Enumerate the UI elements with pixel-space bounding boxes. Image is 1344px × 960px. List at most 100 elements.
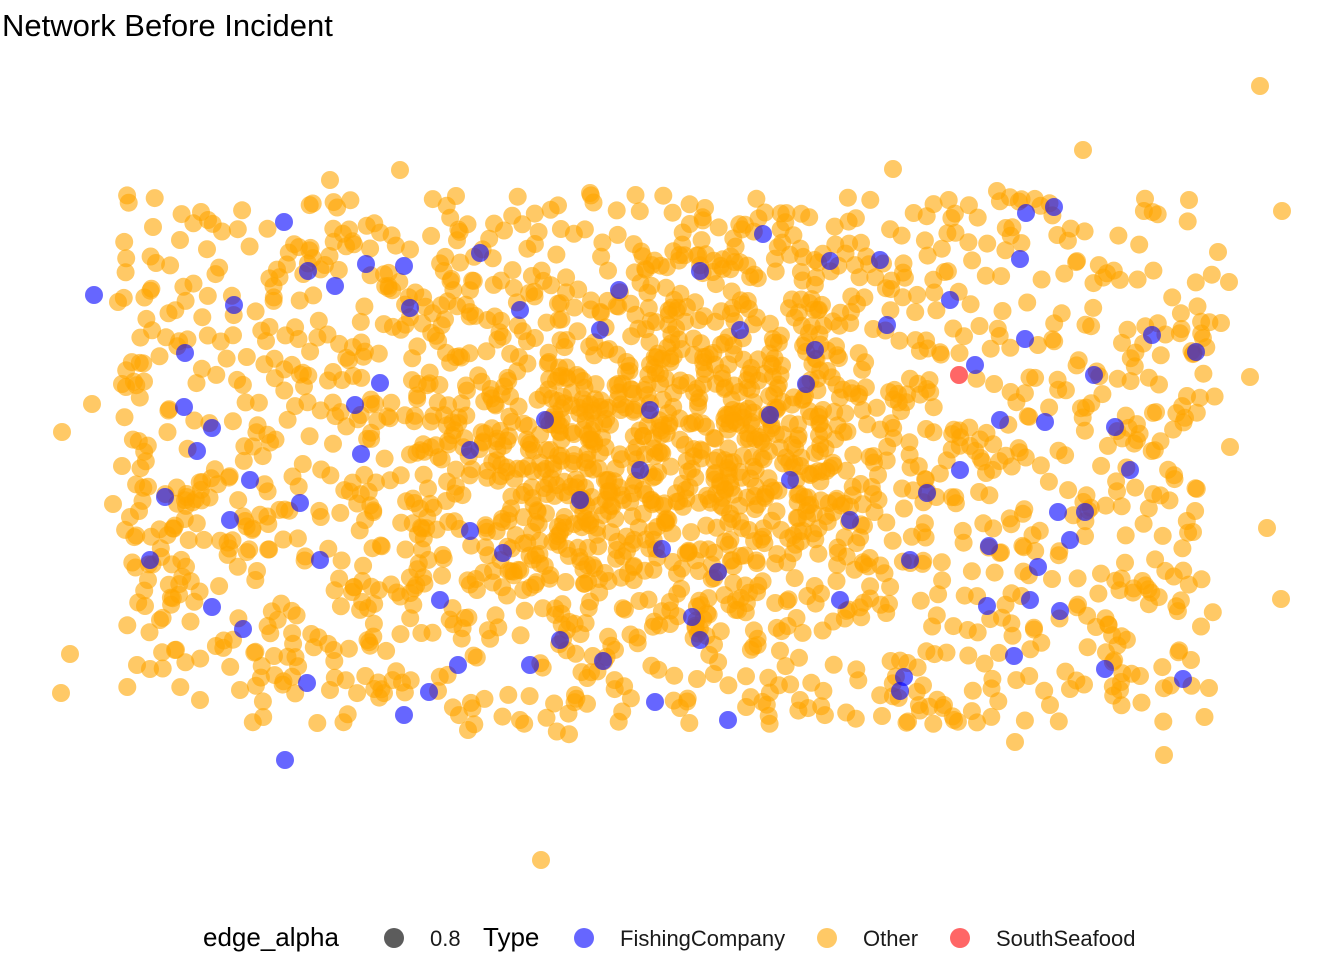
point-other (228, 220, 247, 239)
point-other (1030, 521, 1049, 540)
point-other (846, 209, 865, 228)
point-other (542, 276, 561, 295)
point-other (418, 508, 437, 527)
point-other (229, 491, 248, 510)
point-other (1184, 523, 1202, 541)
point-other (737, 667, 755, 686)
point-other (907, 682, 926, 701)
point-other (467, 581, 486, 599)
point-other (800, 208, 819, 227)
point-other (780, 245, 799, 264)
point-other (524, 496, 543, 515)
point-other (656, 369, 675, 388)
point-other (329, 261, 348, 279)
point-other (254, 708, 273, 726)
point-other (253, 447, 272, 466)
point-other (159, 401, 178, 420)
point-other (731, 547, 750, 565)
point-other (1059, 481, 1078, 500)
point-other (181, 612, 200, 631)
point-other (607, 297, 626, 315)
point-other (249, 393, 268, 412)
point-other (914, 551, 933, 570)
point-other (910, 701, 929, 720)
point-other (426, 326, 445, 345)
point-other (191, 691, 209, 709)
point-fishingcompany (731, 321, 749, 339)
point-other (240, 237, 259, 256)
point-other (1163, 288, 1182, 307)
point-fishingcompany (346, 396, 364, 414)
point-other (853, 401, 872, 420)
point-other (510, 348, 528, 367)
point-other (630, 202, 649, 221)
point-fishingcompany (352, 445, 370, 463)
point-other (1020, 407, 1039, 426)
point-other (121, 508, 139, 526)
point-other (262, 602, 281, 621)
point-other (959, 233, 978, 252)
point-other (607, 201, 626, 220)
point-other (840, 234, 859, 253)
point-other (746, 461, 765, 480)
point-other (286, 684, 305, 703)
point-fishingcompany (395, 257, 413, 275)
point-other (508, 459, 527, 478)
legend-key-southseafood (950, 928, 970, 948)
point-other (151, 611, 169, 629)
point-other (493, 707, 512, 726)
point-other (190, 582, 209, 601)
point-other (639, 298, 658, 317)
point-other (1178, 212, 1197, 231)
point-other (396, 540, 415, 559)
point-other (932, 239, 951, 258)
point-other (1058, 231, 1077, 250)
point-other (716, 378, 734, 397)
point-other (983, 669, 1002, 688)
point-other (1013, 536, 1032, 555)
point-other (358, 429, 377, 448)
point-other (865, 453, 883, 472)
point-other (932, 553, 951, 572)
point-other (488, 440, 507, 459)
point-other (357, 216, 376, 235)
point-other (142, 527, 161, 546)
point-other (1209, 243, 1227, 261)
point-other (719, 439, 738, 458)
point-other (811, 414, 830, 433)
point-other (161, 256, 180, 275)
point-other (1171, 591, 1190, 610)
point-other (282, 355, 301, 374)
point-other (827, 572, 846, 591)
point-other (348, 684, 367, 703)
point-other (716, 532, 734, 551)
point-other (117, 249, 136, 268)
point-other (599, 627, 618, 646)
point-other (698, 486, 716, 505)
point-other (549, 196, 567, 215)
point-fishingcompany (895, 668, 913, 686)
point-other (260, 318, 279, 336)
point-other (643, 495, 662, 514)
point-other (1111, 681, 1129, 699)
point-other (1074, 141, 1092, 159)
point-other (395, 683, 414, 702)
point-other (344, 366, 363, 385)
point-other (1075, 421, 1094, 440)
point-other (592, 247, 611, 266)
point-other (401, 240, 419, 259)
point-other (1151, 346, 1170, 365)
point-other (661, 457, 680, 476)
point-other (877, 513, 896, 532)
point-other (381, 471, 400, 490)
point-other (140, 623, 159, 642)
point-other (442, 270, 461, 288)
point-fishingcompany (646, 693, 664, 711)
point-other (1179, 575, 1198, 594)
point-other (336, 671, 355, 690)
point-other (541, 566, 560, 585)
point-other (309, 311, 328, 330)
point-other (1174, 561, 1193, 580)
point-other (993, 302, 1012, 320)
point-other (774, 454, 793, 473)
